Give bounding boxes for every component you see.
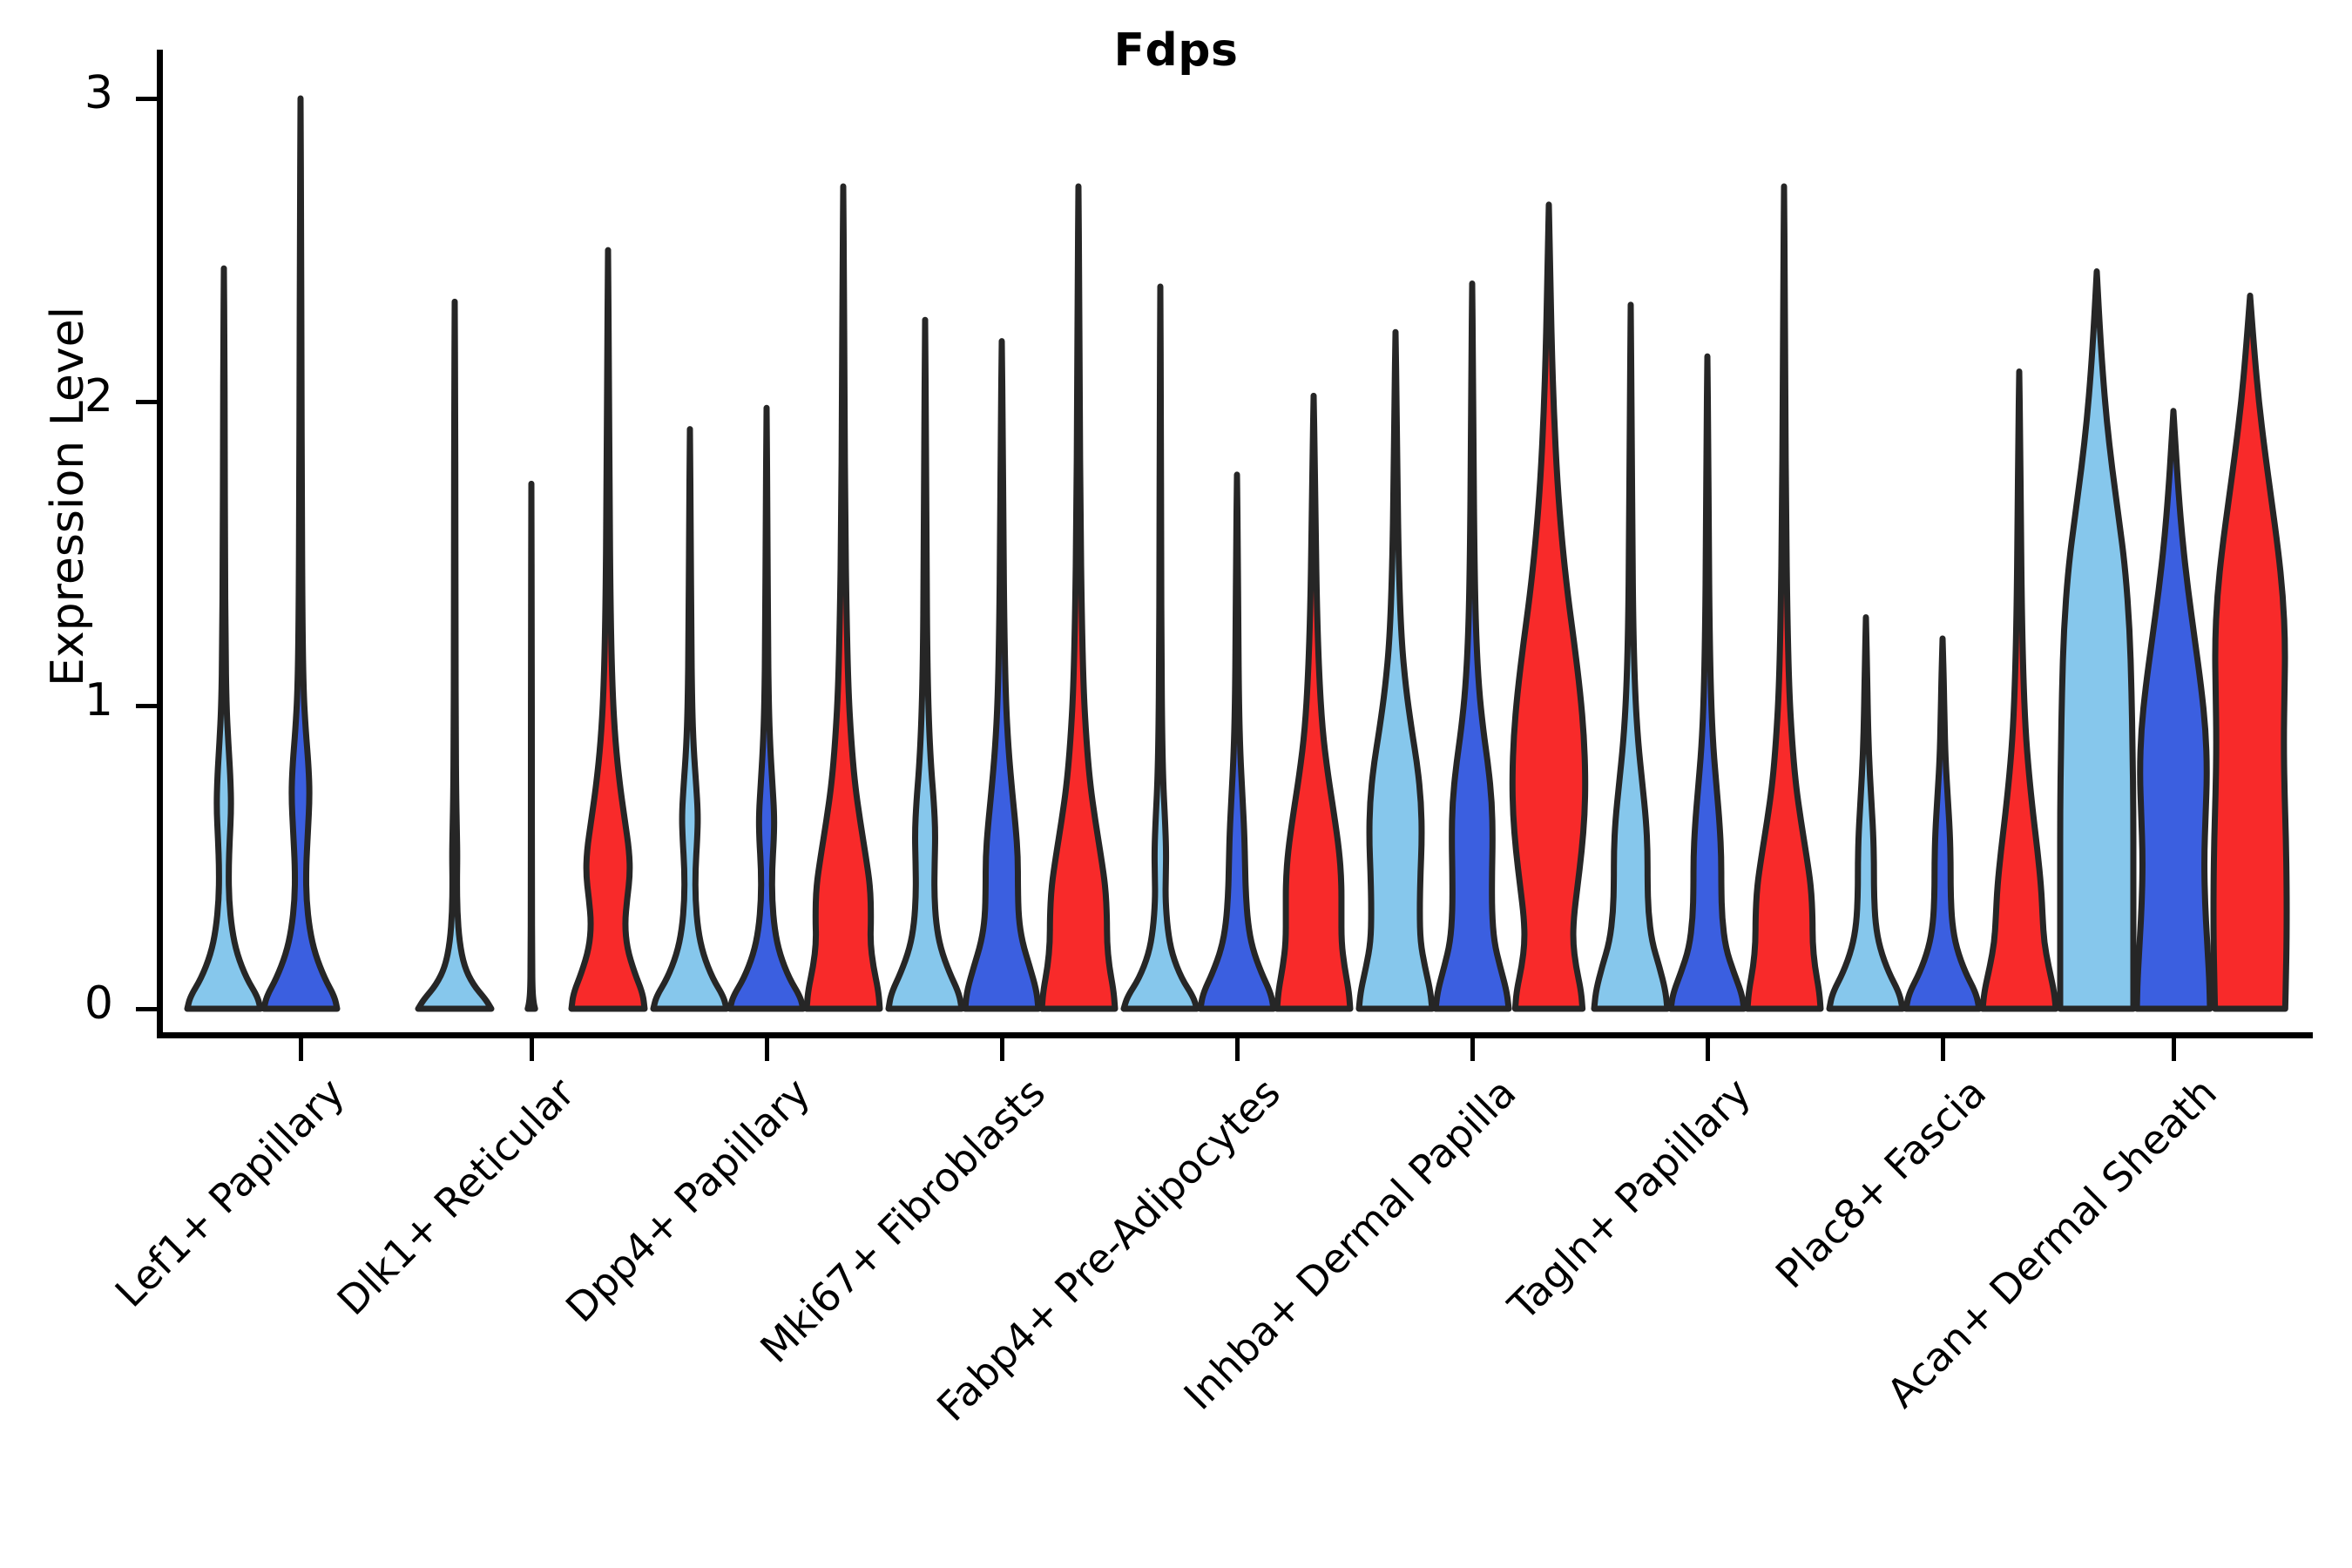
violin-shape xyxy=(568,247,648,1012)
violin-shape xyxy=(1120,283,1200,1012)
x-tick-mark xyxy=(1470,1038,1475,1061)
x-axis-line xyxy=(157,1032,2313,1038)
violin-shape xyxy=(962,338,1042,1012)
violin-shape xyxy=(1038,183,1119,1012)
y-tick-label: 2 xyxy=(84,370,113,423)
y-tick-mark xyxy=(136,97,157,101)
y-tick-mark xyxy=(136,400,157,405)
violin-shape xyxy=(184,265,264,1012)
x-tick-mark xyxy=(1235,1038,1240,1061)
x-tick-mark xyxy=(1706,1038,1710,1061)
violin-shape xyxy=(1355,328,1436,1012)
violin-shape xyxy=(1591,301,1671,1012)
violin-shape xyxy=(727,404,807,1012)
violin-shape xyxy=(650,426,730,1012)
y-tick-label: 3 xyxy=(84,67,113,119)
x-tick-mark xyxy=(765,1038,769,1061)
x-tick-mark xyxy=(530,1038,534,1061)
y-tick-label: 1 xyxy=(84,673,113,727)
violin-shape xyxy=(2057,268,2137,1012)
violin-shape xyxy=(1903,635,1983,1012)
violin-shape xyxy=(1826,614,1906,1012)
x-tick-mark xyxy=(299,1038,303,1061)
violin-shape xyxy=(524,480,538,1012)
violin-shape xyxy=(2133,408,2213,1012)
y-axis-line xyxy=(157,50,163,1032)
violin-shape xyxy=(415,298,495,1012)
x-tick-mark xyxy=(2172,1038,2176,1061)
violin-shape xyxy=(1979,368,2059,1012)
violin-shape xyxy=(803,183,883,1012)
y-tick-mark xyxy=(136,703,157,708)
violin-shape xyxy=(1744,183,1824,1012)
y-tick-mark xyxy=(136,1007,157,1011)
x-tick-mark xyxy=(1941,1038,1945,1061)
violin-shape xyxy=(885,316,965,1012)
y-tick-label: 0 xyxy=(84,977,113,1030)
violin-shape xyxy=(1274,392,1354,1012)
violin-shape xyxy=(260,95,341,1012)
chart-title: Fdps xyxy=(1113,24,1239,77)
violin-shape xyxy=(1667,353,1747,1012)
x-tick-mark xyxy=(1000,1038,1004,1061)
violin-shape xyxy=(1197,471,1277,1012)
violin-shape xyxy=(1432,280,1512,1012)
violin-shape xyxy=(2210,292,2290,1012)
violin-shape xyxy=(1509,201,1589,1012)
